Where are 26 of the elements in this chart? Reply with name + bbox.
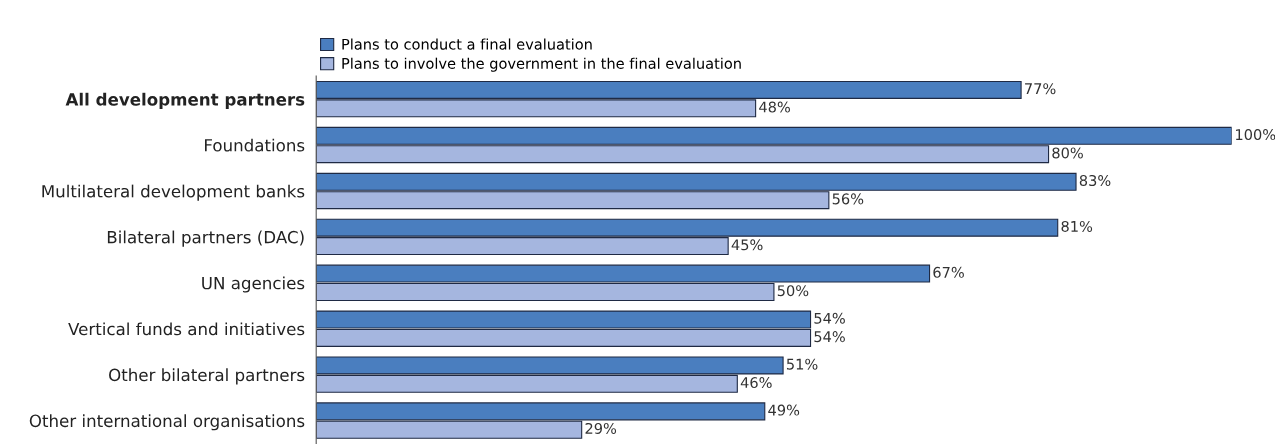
data-label: 100%	[1236, 129, 1275, 141]
data-label: 50%	[777, 285, 809, 297]
data-label: 56%	[832, 193, 864, 205]
data-label: 45%	[731, 239, 763, 251]
data-label: 48%	[759, 101, 790, 113]
y-tick-label: Bilateral partners (DAC)	[107, 230, 304, 247]
y-tick-label: Other international organisations	[29, 414, 305, 431]
data-label: 83%	[1079, 174, 1111, 187]
data-label: 54%	[814, 331, 845, 343]
data-label: 80%	[1052, 147, 1083, 159]
data-label: 29%	[585, 422, 617, 434]
legend-label: Plans to conduct a final evaluation	[342, 38, 592, 50]
data-label: 49%	[768, 404, 800, 416]
legend-label: Plans to involve the government in the final evaluation	[342, 57, 741, 72]
y-tick-label: UN agencies	[202, 276, 305, 293]
data-label: 54%	[814, 312, 845, 324]
data-label: 81%	[1061, 220, 1093, 232]
data-label: 51%	[786, 358, 818, 370]
y-tick-label: Multilateral development banks	[42, 184, 305, 201]
data-label: 77%	[1025, 83, 1056, 95]
y-tick-label: All development partners	[65, 92, 305, 109]
y-tick-label: Other bilateral partners	[109, 368, 305, 385]
y-tick-label: Foundations	[205, 138, 305, 152]
data-label: 46%	[740, 377, 772, 389]
y-tick-label: Vertical funds and initiatives	[68, 322, 305, 336]
data-label: 67%	[933, 266, 964, 278]
